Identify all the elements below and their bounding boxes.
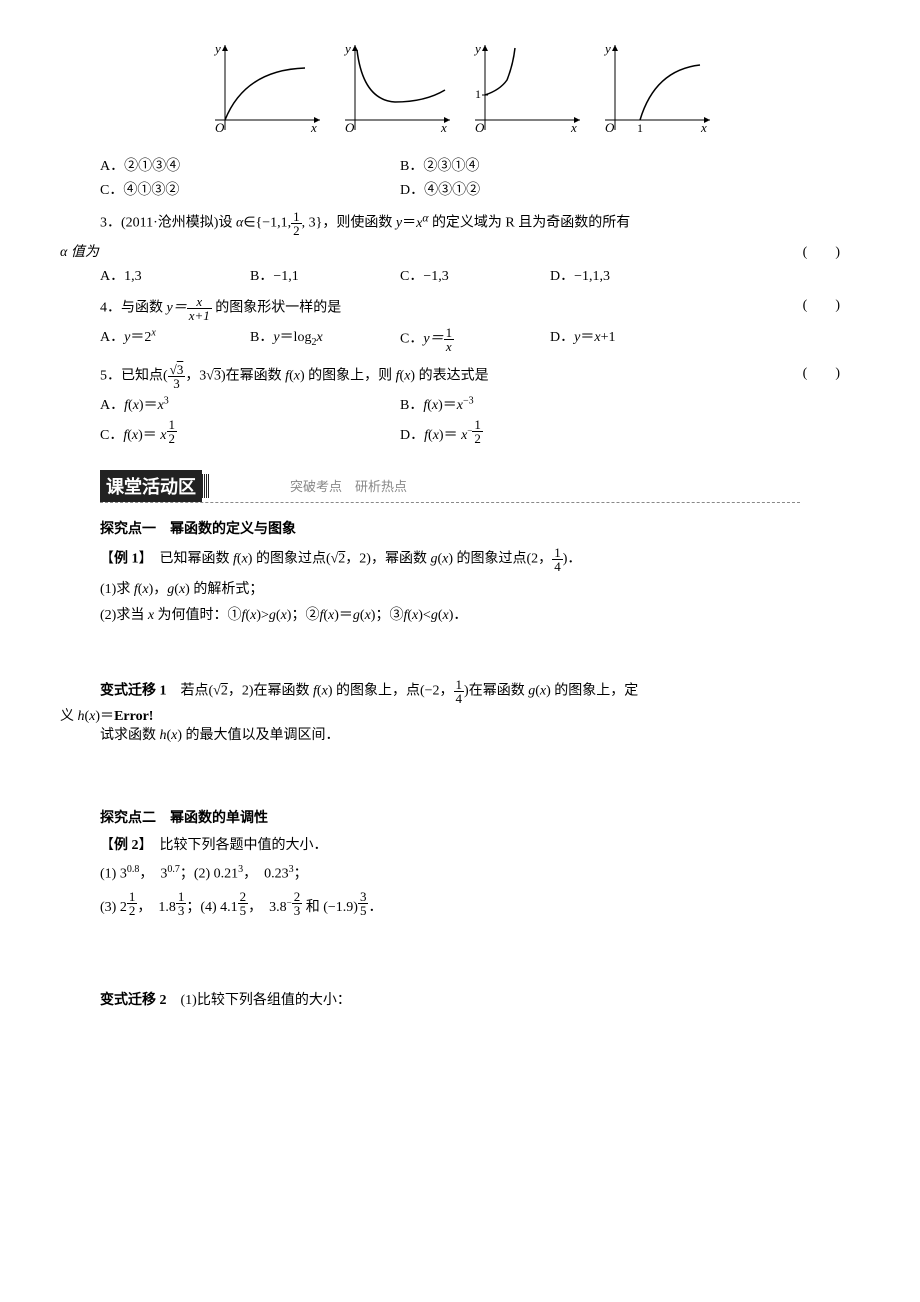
q3-options: A．1,3 B．−1,1 C．−1,3 D．−1,1,3 — [100, 265, 860, 285]
q5-b: B．f(x)＝x−3 — [400, 394, 700, 414]
svg-text:x: x — [310, 120, 317, 135]
variation-2: 变式迁移 2 (1)比较下列各组值的大小： — [100, 989, 860, 1013]
svg-text:y: y — [603, 41, 611, 56]
q3-a: A．1,3 — [100, 265, 250, 285]
q3-frac: 12 — [291, 210, 302, 237]
q4-d: D．y＝x+1 — [550, 326, 700, 353]
q5: 5．已知点(√33，3√3)在幂函数 f(x) 的图象上，则 f(x) 的表达式… — [100, 363, 860, 390]
section-subtitle: 突破考点 研析热点 — [290, 476, 407, 495]
q5-c: C．f(x)＝ x12 — [100, 418, 400, 445]
q3-pre: 3．(2011·沧州模拟)设 — [100, 216, 236, 231]
q5-options-2: C．f(x)＝ x12 D．f(x)＝ x−12 — [100, 418, 860, 445]
q5-options-1: A．f(x)＝x3 B．f(x)＝x−3 — [100, 394, 860, 414]
q4-post: 的图象形状一样的是 — [212, 301, 342, 316]
graph-2: O x y — [335, 40, 455, 140]
q4-b: B．y＝log2x — [250, 326, 400, 353]
q3-line2: α 值为 ( ) — [60, 241, 860, 261]
q3-b: B．−1,1 — [250, 265, 400, 285]
svg-text:x: x — [700, 120, 707, 135]
q3-setpost: , 3}，则使函数 — [302, 216, 396, 231]
q5-pre: 5．已知点( — [100, 369, 168, 384]
section-stripe — [202, 474, 210, 498]
ex1-sub1: (1)求 f(x)，g(x) 的解析式； — [100, 579, 860, 601]
q4-a: A．y＝2x — [100, 326, 250, 353]
q2-opt-b: B．②③①④ — [400, 155, 700, 175]
svg-text:x: x — [440, 120, 447, 135]
svg-text:y: y — [213, 41, 221, 56]
graph-row: O x y O x y 1 O x y 1 O x y — [60, 40, 860, 140]
q5-d: D．f(x)＝ x−12 — [400, 418, 700, 445]
q3-paren: ( ) — [803, 241, 840, 261]
topic2-heading: 探究点二 幂函数的单调性 — [100, 807, 860, 827]
graph-1: O x y — [205, 40, 325, 140]
q3: 3．(2011·沧州模拟)设 α∈{−1,1,12, 3}，则使函数 y＝xα … — [100, 209, 860, 237]
section-header: 课堂活动区 突破考点 研析热点 — [100, 470, 800, 503]
svg-text:x: x — [570, 120, 577, 135]
example-1: 【例 1】 已知幂函数 f(x) 的图象过点(√2，2)，幂函数 g(x) 的图… — [100, 546, 860, 573]
q4-paren: ( ) — [803, 295, 840, 317]
graph-3: 1 O x y — [465, 40, 585, 140]
graph-4: 1 O x y — [595, 40, 715, 140]
q4-pre: 4．与函数 — [100, 301, 167, 316]
q2-opt-d: D．④③①② — [400, 179, 700, 199]
variation-1-line2: 义 h(x)＝Error! — [60, 705, 860, 725]
ex2-line2: (3) 212， 1.813；(4) 4.125， 3.8−23 和 (−1.9… — [100, 890, 860, 920]
q2-opt-c: C．④①③② — [100, 179, 400, 199]
q4-options: A．y＝2x B．y＝log2x C．y＝1x D．y＝x+1 — [100, 326, 860, 353]
svg-text:y: y — [473, 41, 481, 56]
example-2: 【例 2】 比较下列各题中值的大小． — [100, 835, 860, 857]
svg-text:O: O — [605, 120, 615, 135]
q2-options-2: C．④①③② D．④③①② — [100, 179, 860, 199]
svg-text:y: y — [343, 41, 351, 56]
q4-yeq: y＝ — [167, 301, 187, 316]
svg-text:O: O — [215, 120, 225, 135]
q4-frac: xx+1 — [187, 295, 212, 322]
svg-text:O: O — [475, 120, 485, 135]
svg-text:O: O — [345, 120, 355, 135]
ex2-line1: (1) 30.8， 30.7；(2) 0.213， 0.233； — [100, 862, 860, 886]
q2-options: A．②①③④ B．②③①④ — [100, 155, 860, 175]
q3-c: C．−1,3 — [400, 265, 550, 285]
svg-text:1: 1 — [637, 121, 643, 135]
variation-1-line3: 试求函数 h(x) 的最大值以及单调区间． — [100, 725, 860, 747]
q3-post: 的定义域为 R 且为奇函数的所有 — [428, 216, 630, 231]
q2-opt-a: A．②①③④ — [100, 155, 400, 175]
q5-a: A．f(x)＝x3 — [100, 394, 400, 414]
topic1-heading: 探究点一 幂函数的定义与图象 — [100, 518, 860, 538]
section-title: 课堂活动区 — [100, 470, 202, 502]
q3-d: D．−1,1,3 — [550, 265, 700, 285]
svg-text:1: 1 — [475, 87, 481, 101]
q3-setpre: ∈{−1,1, — [243, 216, 291, 231]
q5-frac1: √33 — [168, 363, 186, 390]
ex1-sub2: (2)求当 x 为何值时：①f(x)>g(x)；②f(x)＝g(x)；③f(x)… — [100, 605, 860, 627]
q4-c: C．y＝1x — [400, 326, 550, 353]
q4: 4．与函数 y＝xx+1 的图象形状一样的是 ( ) — [100, 295, 860, 322]
variation-1: 变式迁移 1 若点(√2，2)在幂函数 f(x) 的图象上，点(−2，14)在幂… — [100, 678, 860, 705]
q5-paren: ( ) — [803, 363, 840, 385]
